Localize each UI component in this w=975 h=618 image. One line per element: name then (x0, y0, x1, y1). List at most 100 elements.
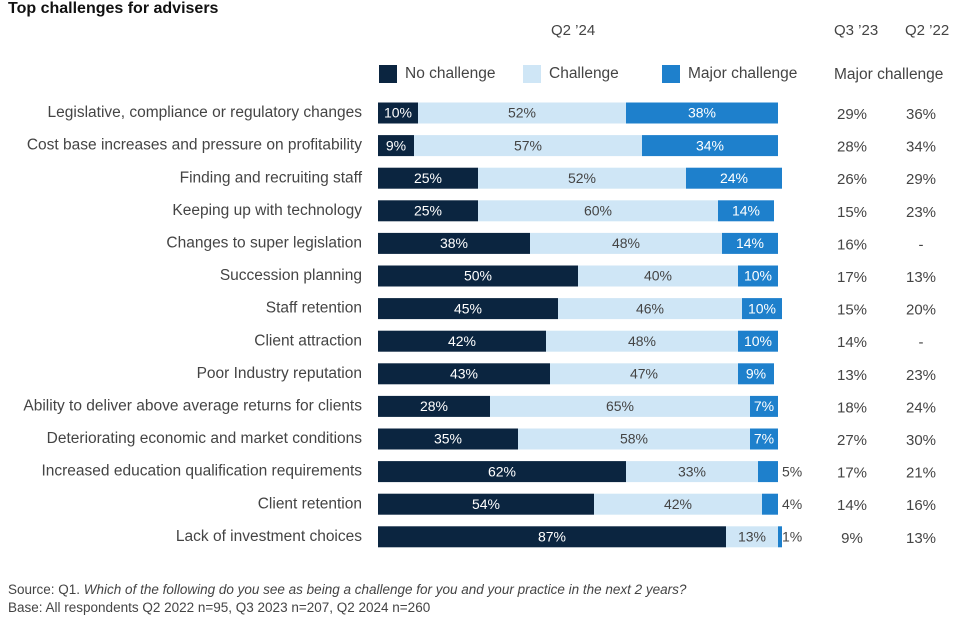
comparison-value-q2-22: 36% (906, 106, 936, 123)
data-label-major-challenge: 5% (782, 463, 802, 479)
bar-no-challenge (378, 200, 478, 222)
base-note: Base: All respondents Q2 2022 n=95, Q3 2… (8, 600, 431, 615)
data-label-challenge: 33% (678, 463, 706, 479)
comparison-value-q3-23: 17% (837, 269, 867, 286)
category-label: Lack of investment choices (176, 528, 362, 545)
bar-no-challenge (378, 298, 558, 320)
bar-major-challenge (686, 167, 782, 189)
bar-challenge (726, 526, 778, 548)
data-label-major-challenge: 38% (688, 105, 716, 121)
category-label: Legislative, compliance or regulatory ch… (48, 104, 363, 121)
comparison-value-q3-23: 13% (837, 367, 867, 384)
category-label: Deteriorating economic and market condit… (47, 430, 363, 447)
data-label-major-challenge: 1% (782, 529, 802, 545)
data-label-no-challenge: 87% (538, 529, 566, 545)
bar-challenge (478, 200, 718, 222)
data-label-challenge: 52% (568, 170, 596, 186)
data-label-challenge: 13% (738, 529, 766, 545)
data-label-major-challenge: 14% (732, 203, 760, 219)
bar-challenge (626, 461, 758, 483)
bar-major-challenge (762, 493, 778, 515)
comparison-value-q2-22: 20% (906, 302, 936, 319)
category-label: Ability to deliver above average returns… (23, 397, 362, 414)
comparison-header-q2-22: Q2 ’22 (905, 22, 950, 39)
comparison-value-q3-23: 17% (837, 465, 867, 482)
comparison-value-q2-22: 23% (906, 204, 936, 221)
bar-major-challenge (738, 330, 778, 352)
legend-label-no-challenge: No challenge (405, 65, 496, 82)
data-label-challenge: 52% (508, 105, 536, 121)
period-header: Q2 ’24 (551, 22, 596, 39)
data-label-major-challenge: 10% (748, 300, 776, 316)
data-label-challenge: 57% (514, 137, 542, 153)
data-label-no-challenge: 10% (384, 105, 412, 121)
data-label-no-challenge: 25% (414, 170, 442, 186)
data-label-no-challenge: 54% (472, 496, 500, 512)
data-label-major-challenge: 10% (744, 333, 772, 349)
category-label: Staff retention (266, 300, 362, 317)
comparison-value-q3-23: 16% (837, 236, 867, 253)
comparison-value-q3-23: 28% (837, 139, 867, 156)
legend-label-challenge: Challenge (549, 65, 619, 82)
bar-challenge (490, 395, 750, 417)
bar-major-challenge (778, 526, 782, 548)
data-label-challenge: 65% (606, 398, 634, 414)
bar-challenge (530, 232, 722, 254)
legend-swatch-challenge (523, 65, 541, 83)
bar-challenge (594, 493, 762, 515)
legend-challenge: Challenge (523, 65, 619, 83)
comparison-value-q3-23: 27% (837, 432, 867, 449)
comparison-value-q3-23: 15% (837, 302, 867, 319)
comparison-value-q2-22: 24% (906, 399, 936, 416)
data-label-challenge: 48% (612, 235, 640, 251)
comparison-value-q2-22: 21% (906, 465, 936, 482)
comparison-value-q3-23: 26% (837, 171, 867, 188)
bar-no-challenge (378, 330, 546, 352)
bar-major-challenge (718, 200, 774, 222)
comparison-header-q3-23: Q3 ’23 (834, 22, 879, 39)
data-label-major-challenge: 9% (746, 366, 766, 382)
bar-major-challenge (722, 232, 778, 254)
data-label-challenge: 42% (664, 496, 692, 512)
comparison-value-q3-23: 9% (841, 530, 863, 547)
legend-no-challenge: No challenge (379, 65, 495, 83)
data-label-major-challenge: 14% (736, 235, 764, 251)
category-label: Client attraction (254, 332, 362, 349)
bar-no-challenge (378, 526, 726, 548)
comparison-value-q2-22: 34% (906, 139, 936, 156)
data-label-no-challenge: 25% (414, 203, 442, 219)
data-label-challenge: 46% (636, 300, 664, 316)
bar-no-challenge (378, 167, 478, 189)
chart-title: Top challenges for advisers (8, 0, 219, 17)
legend-swatch-no-challenge (379, 65, 397, 83)
source-question: Which of the following do you see as bei… (83, 582, 687, 597)
data-label-challenge: 47% (630, 366, 658, 382)
category-label: Changes to super legislation (166, 234, 362, 251)
data-label-major-challenge: 34% (696, 137, 724, 153)
bar-no-challenge (378, 363, 550, 385)
comparison-subheader: Major challenge (834, 66, 944, 83)
data-label-major-challenge: 10% (744, 268, 772, 284)
comparison-value-q3-23: 15% (837, 204, 867, 221)
bar-major-challenge (750, 395, 778, 417)
data-label-no-challenge: 50% (464, 268, 492, 284)
source-note: Source: Q1. Which of the following do yo… (8, 582, 686, 597)
bar-no-challenge (378, 493, 594, 515)
comparison-value-q3-23: 29% (837, 106, 867, 123)
data-label-no-challenge: 42% (448, 333, 476, 349)
data-label-challenge: 58% (620, 431, 648, 447)
bar-challenge (418, 102, 626, 124)
comparison-value-q2-22: 13% (906, 530, 936, 547)
bar-challenge (578, 265, 738, 287)
comparison-value-q3-23: 14% (837, 497, 867, 514)
category-label: Succession planning (220, 267, 362, 284)
data-label-no-challenge: 28% (420, 398, 448, 414)
comparison-value-q2-22: - (919, 334, 924, 351)
data-label-challenge: 40% (644, 268, 672, 284)
bar-no-challenge (378, 265, 578, 287)
bar-no-challenge (378, 395, 490, 417)
data-label-challenge: 60% (584, 203, 612, 219)
bar-challenge (558, 298, 742, 320)
bar-major-challenge (750, 428, 778, 450)
